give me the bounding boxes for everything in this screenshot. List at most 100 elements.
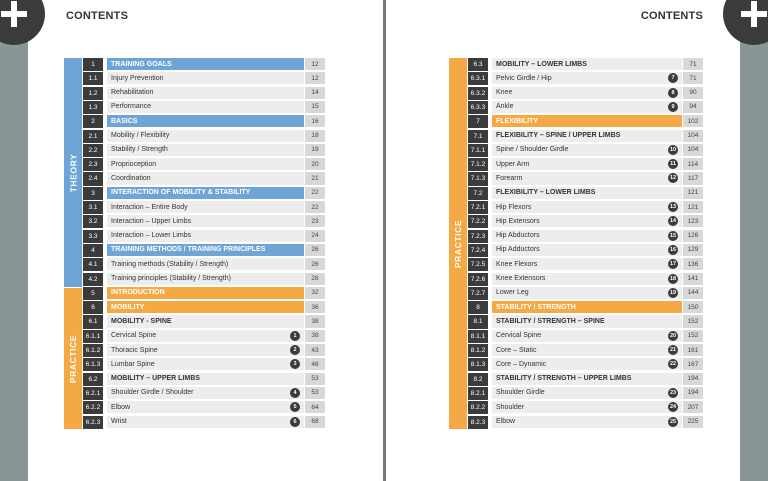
toc-row[interactable]: 3 INTERACTION OF MOBILITY & STABILITY 22 [83,186,325,200]
toc-row[interactable]: 6.3.3 Ankle 9 94 [468,100,703,115]
toc-row[interactable]: 8.1 STABILITY / STRENGTH – SPINE 152 [468,315,703,329]
toc-number: 8.2 [468,372,488,386]
toc-title-text: Wrist [111,418,127,426]
toc-row[interactable]: 4.2 Training principles (Stability / Stre… [83,272,325,286]
toc-title: Shoulder 24 [492,401,682,415]
exercise-badge: 21 [668,345,678,356]
toc-row[interactable]: 1.2 Rehabilitation 14 [83,86,325,100]
toc-row[interactable]: 2 BASICS 16 [83,115,325,129]
toc-row[interactable]: 4 TRAINING METHODS / TRAINING PRINCIPLES 2… [83,243,325,258]
toc-row[interactable]: 6.1 MOBILITY - SPINE 38 [83,315,325,329]
toc-row[interactable]: 6.2.3 Wrist 6 68 [83,415,325,429]
toc-row[interactable]: 1 TRAINING GOALS 12 [83,58,325,72]
toc-row[interactable]: 7.1 FLEXIBILITY – SPINE / UPPER LIMBS 104 [468,129,703,143]
toc-title: BASICS [107,115,304,129]
toc-title: Coordination [107,172,304,186]
toc-page-number: 94 [683,100,703,115]
toc-row[interactable]: 2.4 Coordination 21 [83,172,325,186]
toc-row[interactable]: 4.1 Training methods (Stability / Strengt… [83,258,325,272]
toc-row[interactable]: 6.2.1 Shoulder Girdle / Shoulder 4 53 [83,386,325,401]
toc-row[interactable]: 8.1.1 Cervical Spine 20 152 [468,329,703,343]
toc-row[interactable]: 3.1 Interaction – Entire Body 22 [83,201,325,215]
toc-row[interactable]: 3.3 Interaction – Lower Limbs 24 [83,229,325,243]
toc-title-text: Interaction – Lower Limbs [111,232,192,240]
toc-page-number: 18 [305,129,325,143]
toc-row[interactable]: 3.2 Interaction – Upper Limbs 23 [83,215,325,229]
toc-title-text: MOBILITY – UPPER LIMBS [111,375,200,383]
toc-row[interactable]: 7.2 FLEXIBILITY – LOWER LIMBS 121 [468,186,703,200]
toc-row[interactable]: 8.2.1 Shoulder Girdle 23 194 [468,386,703,401]
toc-title: Elbow 25 [492,415,682,429]
toc-title: Shoulder Girdle / Shoulder 4 [107,386,304,401]
exercise-badge: 14 [668,216,678,227]
toc-page-number: 121 [683,186,703,200]
toc-number: 6 [83,301,103,315]
toc-row[interactable]: 7.2.6 Knee Extensors 18 141 [468,272,703,286]
toc-page-number: 43 [305,344,325,358]
toc-row[interactable]: 7.1.3 Forearm 12 117 [468,172,703,186]
toc-number: 4 [83,243,103,258]
toc-page-number: 117 [683,172,703,186]
toc-row[interactable]: 2.2 Stability / Strength 19 [83,143,325,157]
toc-number: 7.2.2 [468,215,488,229]
toc-number: 6.3.3 [468,100,488,115]
toc-title-text: STABILITY / STRENGTH – SPINE [496,317,605,325]
toc-row[interactable]: 7.2.3 Hip Abductors 15 126 [468,229,703,243]
toc-row[interactable]: 7.2.1 Hip Flexors 13 121 [468,201,703,215]
toc-row[interactable]: 2.3 Proprioception 20 [83,158,325,172]
toc-number: 6.2 [83,372,103,386]
toc-title: Hip Flexors 13 [492,201,682,215]
toc-number: 4.2 [83,272,103,286]
exercise-badge: 8 [668,87,678,98]
toc-row[interactable]: 7.2.5 Knee Flexors 17 136 [468,258,703,272]
toc-row[interactable]: 6.1.2 Thoracic Spine 2 43 [83,344,325,358]
toc-row[interactable]: 7 FLEXIBILITY 102 [468,115,703,129]
toc-title: Core – Static 21 [492,344,682,358]
exercise-badge: 6 [290,416,300,427]
toc-title-text: Cervical Spine [496,332,542,340]
toc-row[interactable]: 6.1.1 Cervical Spine 1 38 [83,329,325,343]
toc-page-number: 152 [683,329,703,343]
toc-row[interactable]: 8.1.2 Core – Static 21 161 [468,344,703,358]
toc-title: Knee Flexors 17 [492,258,682,272]
toc-row[interactable]: 5 INTRODUCTION 32 [83,286,325,300]
toc-page-number: 144 [683,286,703,300]
toc-page-number: 22 [305,186,325,200]
toc-page-number: 15 [305,100,325,115]
toc-row[interactable]: 7.2.2 Hip Extensors 14 123 [468,215,703,229]
toc-page-number: 121 [683,201,703,215]
toc-row[interactable]: 6.3 MOBILITY – LOWER LIMBS 71 [468,58,703,72]
exercise-badge: 2 [290,345,300,356]
toc-row[interactable]: 6.2 MOBILITY – UPPER LIMBS 53 [83,372,325,386]
toc-row[interactable]: 7.2.7 Lower Leg 19 144 [468,286,703,300]
toc-title-text: Training methods (Stability / Strength) [111,260,229,268]
toc-row[interactable]: 1.1 Injury Prevention 12 [83,72,325,86]
toc-title: Pelvic Girdle / Hip 7 [492,72,682,86]
toc-title: Lower Leg 19 [492,286,682,300]
toc-row[interactable]: 1.3 Performance 15 [83,100,325,115]
toc-row[interactable]: 8.2.2 Shoulder 24 207 [468,401,703,415]
toc-page-number: 24 [305,229,325,243]
toc-row[interactable]: 6.1.3 Lumbar Spine 3 48 [83,358,325,372]
toc-title-text: STABILITY / STRENGTH [496,303,576,311]
toc-title-text: Cervical Spine [111,332,157,340]
toc-title-text: Knee [496,89,513,97]
toc-row[interactable]: 8.1.3 Core – Dynamic 22 167 [468,358,703,372]
toc-row[interactable]: 6.3.2 Knee 8 90 [468,86,703,100]
toc-row[interactable]: 6.3.1 Pelvic Girdle / Hip 7 71 [468,72,703,86]
toc-row[interactable]: 2.1 Mobility / Flexibility 18 [83,129,325,143]
toc-page-number: 22 [305,201,325,215]
toc-page-number: 23 [305,215,325,229]
toc-row[interactable]: 7.1.2 Upper Arm 11 114 [468,158,703,172]
exercise-badge: 19 [668,287,678,298]
toc-title: FLEXIBILITY [492,115,682,129]
toc-row[interactable]: 6.2.2 Elbow 5 64 [83,401,325,415]
toc-page-number: 36 [305,301,325,315]
toc-row[interactable]: 7.2.4 Hip Adductors 16 129 [468,243,703,258]
toc-row[interactable]: 8.2 STABILITY / STRENGTH – UPPER LIMBS 194 [468,372,703,386]
toc-row[interactable]: 6 MOBILITY 36 [83,301,325,315]
toc-row[interactable]: 7.1.1 Spine / Shoulder Girdle 10 104 [468,143,703,157]
toc-row[interactable]: 8 STABILITY / STRENGTH 150 [468,301,703,315]
toc-title-text: INTERACTION OF MOBILITY & STABILITY [111,189,251,197]
toc-row[interactable]: 8.2.3 Elbow 25 225 [468,415,703,429]
